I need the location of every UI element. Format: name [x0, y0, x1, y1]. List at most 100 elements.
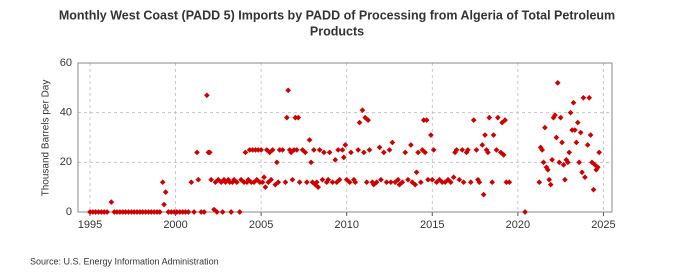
point — [495, 114, 501, 121]
point — [429, 176, 436, 183]
point — [125, 209, 132, 215]
point — [556, 159, 563, 166]
point — [360, 149, 367, 156]
point — [228, 209, 235, 215]
point — [342, 142, 349, 148]
point — [560, 161, 567, 168]
point — [547, 181, 554, 188]
point — [557, 114, 564, 121]
point — [258, 147, 264, 153]
point — [476, 179, 483, 186]
point — [594, 164, 601, 171]
point — [95, 209, 102, 215]
point — [566, 149, 573, 156]
point — [417, 179, 424, 186]
point — [580, 94, 587, 101]
point — [493, 147, 500, 153]
point — [151, 209, 157, 215]
point — [313, 179, 320, 186]
point — [289, 176, 296, 183]
point — [408, 142, 414, 148]
point — [413, 169, 420, 176]
point — [142, 209, 149, 215]
point — [439, 179, 446, 186]
point — [201, 209, 207, 215]
point — [582, 174, 588, 181]
y-tick-label: 40 — [60, 107, 72, 119]
point — [596, 149, 602, 156]
point — [296, 179, 303, 186]
point — [540, 159, 547, 166]
point — [389, 139, 396, 146]
point — [562, 176, 568, 183]
point — [584, 142, 591, 148]
point — [325, 176, 332, 183]
point — [423, 117, 430, 123]
point — [365, 117, 371, 123]
point — [234, 179, 240, 186]
point — [503, 179, 510, 186]
point — [279, 147, 286, 153]
y-tick-label: 0 — [66, 206, 72, 218]
point — [388, 179, 394, 186]
point — [486, 114, 493, 121]
point — [383, 179, 390, 186]
point — [552, 112, 558, 118]
point — [283, 114, 290, 121]
point — [276, 147, 283, 153]
point — [293, 147, 300, 153]
point — [262, 184, 269, 190]
point — [378, 176, 384, 183]
point — [402, 149, 409, 156]
x-tick-label: 2010 — [334, 219, 358, 231]
point — [319, 176, 326, 183]
point — [87, 209, 93, 215]
point — [306, 137, 313, 143]
point — [348, 149, 354, 156]
point — [174, 209, 180, 215]
chart-title-line2: Products — [310, 24, 364, 38]
point — [522, 209, 528, 215]
point — [356, 119, 363, 126]
point — [459, 147, 466, 153]
point — [570, 99, 577, 106]
point — [542, 124, 548, 131]
point — [131, 209, 137, 215]
point — [302, 149, 309, 156]
point — [473, 147, 480, 153]
point — [376, 144, 383, 151]
point — [108, 199, 115, 205]
x-tick-label: 2000 — [163, 219, 187, 231]
point — [450, 174, 457, 181]
y-axis-label: Thousand Barrels per Day — [41, 80, 52, 197]
point — [242, 149, 249, 156]
point — [139, 209, 146, 215]
point — [500, 152, 507, 158]
point — [177, 209, 183, 215]
point — [162, 189, 169, 195]
point — [544, 166, 551, 173]
point — [430, 147, 437, 153]
point — [259, 179, 266, 186]
point — [553, 134, 560, 141]
point — [549, 157, 555, 163]
source-note: Source: U.S. Energy Information Administ… — [30, 256, 219, 266]
point — [428, 132, 434, 138]
point — [573, 139, 580, 146]
point — [576, 159, 582, 166]
point — [295, 114, 302, 121]
point — [565, 159, 571, 166]
point — [412, 181, 419, 188]
point — [577, 129, 584, 136]
point — [359, 107, 366, 114]
point — [165, 209, 172, 215]
chart-title: Monthly West Coast (PADD 5) Imports by P… — [59, 8, 615, 22]
point — [246, 147, 253, 153]
point — [161, 201, 167, 208]
point — [101, 209, 108, 215]
point — [470, 117, 477, 123]
point — [399, 179, 406, 186]
point — [586, 94, 593, 101]
point — [405, 176, 411, 183]
